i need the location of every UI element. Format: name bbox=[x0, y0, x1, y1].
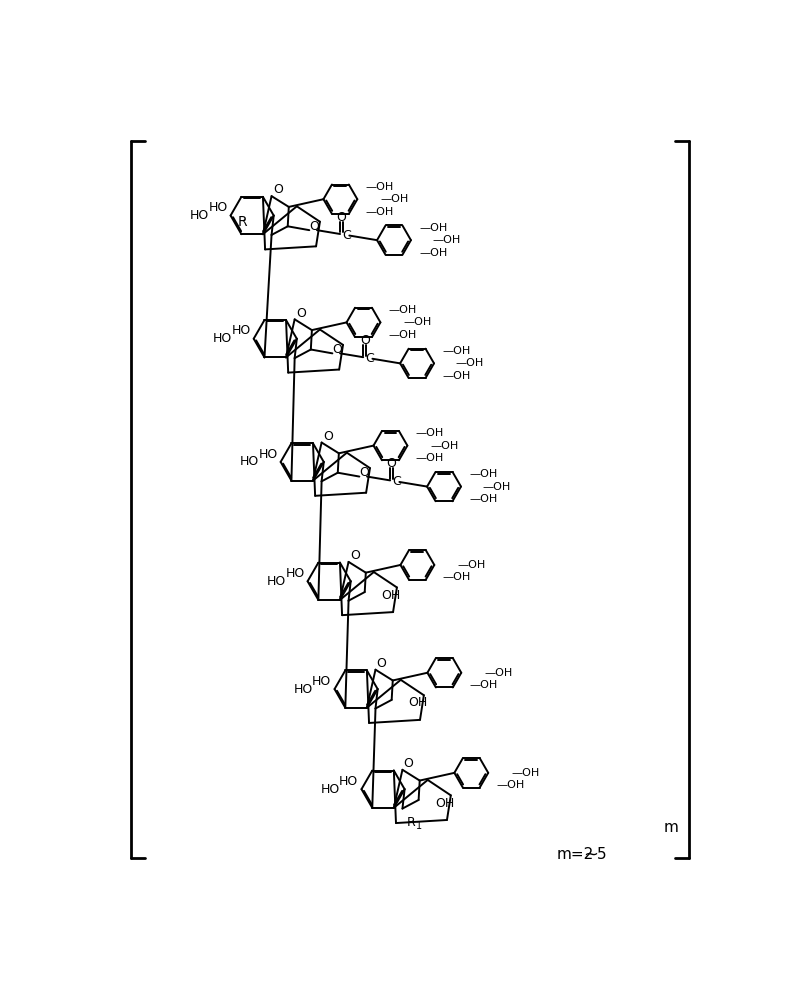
Text: —OH: —OH bbox=[470, 469, 498, 479]
Text: ~: ~ bbox=[583, 846, 598, 864]
Text: HO: HO bbox=[258, 447, 278, 460]
Text: O: O bbox=[296, 307, 306, 320]
Text: —OH: —OH bbox=[470, 494, 498, 504]
Text: O: O bbox=[359, 466, 369, 479]
Text: —OH: —OH bbox=[389, 305, 417, 315]
Text: —OH: —OH bbox=[470, 680, 498, 690]
Text: —OH: —OH bbox=[482, 481, 510, 492]
Text: O: O bbox=[377, 657, 386, 670]
Text: R: R bbox=[406, 816, 415, 829]
Text: C: C bbox=[342, 229, 350, 243]
Text: HO: HO bbox=[339, 774, 358, 788]
Text: O: O bbox=[337, 211, 346, 224]
Text: —OH: —OH bbox=[419, 248, 448, 257]
Text: O: O bbox=[309, 220, 319, 233]
Text: —OH: —OH bbox=[455, 359, 484, 369]
Text: C: C bbox=[392, 475, 401, 488]
Text: HO: HO bbox=[190, 209, 209, 222]
Text: O: O bbox=[360, 334, 370, 347]
Text: —OH: —OH bbox=[484, 668, 513, 678]
Text: —OH: —OH bbox=[403, 317, 432, 327]
Text: HO: HO bbox=[231, 324, 250, 337]
Text: OH: OH bbox=[409, 697, 428, 710]
Text: HO: HO bbox=[240, 455, 259, 468]
Text: R: R bbox=[238, 215, 248, 229]
Text: —OH: —OH bbox=[366, 207, 394, 217]
Text: HO: HO bbox=[294, 683, 313, 696]
Text: HO: HO bbox=[321, 782, 340, 795]
Text: HO: HO bbox=[266, 575, 286, 587]
Text: —OH: —OH bbox=[433, 236, 461, 246]
Text: —OH: —OH bbox=[366, 182, 394, 192]
Text: OH: OH bbox=[382, 588, 401, 601]
Text: —OH: —OH bbox=[389, 330, 417, 340]
Text: —OH: —OH bbox=[442, 346, 470, 356]
Text: —OH: —OH bbox=[497, 780, 525, 790]
Text: O: O bbox=[273, 184, 282, 197]
Text: —OH: —OH bbox=[430, 440, 458, 450]
Text: —OH: —OH bbox=[416, 453, 444, 463]
Text: HO: HO bbox=[213, 332, 232, 345]
Text: m: m bbox=[664, 820, 679, 835]
Text: O: O bbox=[323, 429, 333, 443]
Text: —OH: —OH bbox=[442, 371, 470, 381]
Text: OH: OH bbox=[435, 796, 455, 809]
Text: C: C bbox=[365, 352, 374, 365]
Text: HO: HO bbox=[208, 201, 227, 214]
Text: 1: 1 bbox=[416, 820, 422, 831]
Text: O: O bbox=[404, 757, 414, 770]
Text: O: O bbox=[350, 550, 360, 563]
Text: O: O bbox=[332, 343, 342, 356]
Text: 5: 5 bbox=[597, 847, 606, 862]
Text: —OH: —OH bbox=[416, 428, 444, 438]
Text: O: O bbox=[386, 457, 397, 470]
Text: —OH: —OH bbox=[511, 767, 539, 778]
Text: HO: HO bbox=[286, 567, 305, 580]
Text: HO: HO bbox=[312, 675, 331, 688]
Text: —OH: —OH bbox=[381, 194, 409, 204]
Text: —OH: —OH bbox=[458, 560, 486, 570]
Text: m=2: m=2 bbox=[556, 847, 594, 862]
Text: —OH: —OH bbox=[419, 223, 448, 233]
Text: —OH: —OH bbox=[443, 573, 471, 582]
